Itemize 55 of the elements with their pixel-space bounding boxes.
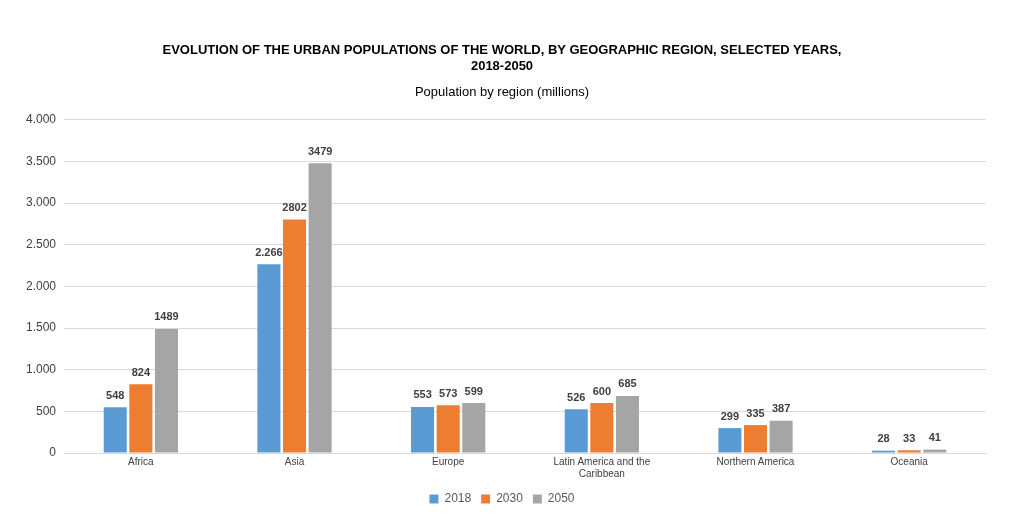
y-tick-label: 1.500 bbox=[26, 320, 57, 335]
x-tick-label: Africa bbox=[128, 455, 155, 467]
y-tick-label: 0 bbox=[49, 445, 57, 460]
bar bbox=[411, 406, 435, 453]
data-label: 824 bbox=[131, 365, 151, 378]
y-tick-label: 3.500 bbox=[26, 153, 57, 168]
bar bbox=[129, 384, 153, 453]
x-tick-label: Oceania bbox=[890, 455, 929, 467]
data-label: 553 bbox=[413, 388, 432, 401]
bar bbox=[308, 163, 332, 453]
data-label: 685 bbox=[618, 377, 637, 390]
y-tick-label: 1.000 bbox=[26, 362, 57, 377]
chart-subtitle: Population by region (millions) bbox=[414, 83, 590, 99]
bar bbox=[154, 328, 178, 453]
bar bbox=[615, 395, 639, 453]
x-tick-label: Latin America and the Caribbean bbox=[553, 455, 651, 479]
y-tick-label: 2.000 bbox=[26, 278, 57, 293]
data-label: 526 bbox=[567, 390, 586, 403]
bar bbox=[462, 403, 486, 453]
y-tick-label: 2.500 bbox=[26, 237, 57, 252]
data-label: 2802 bbox=[282, 201, 307, 214]
bar bbox=[564, 409, 588, 453]
y-tick-label: 4.000 bbox=[26, 112, 57, 127]
y-tick-label: 3.000 bbox=[26, 195, 57, 210]
bar bbox=[897, 450, 921, 453]
bar bbox=[257, 264, 281, 453]
x-tick-label: Northern America bbox=[716, 455, 795, 467]
data-label: 3479 bbox=[307, 144, 333, 157]
bar bbox=[718, 428, 742, 453]
data-label: 41 bbox=[928, 431, 941, 444]
legend-label: 2050 bbox=[547, 491, 575, 506]
bar bbox=[103, 407, 127, 453]
data-label: 28 bbox=[877, 432, 890, 445]
data-label: 2.266 bbox=[255, 245, 283, 258]
data-label: 1489 bbox=[154, 310, 179, 323]
legend-label: 2018 bbox=[444, 491, 472, 506]
data-label: 335 bbox=[746, 406, 765, 419]
data-label: 387 bbox=[771, 402, 791, 415]
data-label: 599 bbox=[464, 384, 483, 397]
bar bbox=[283, 219, 307, 453]
chart-title: EVOLUTION OF THE URBAN POPULATIONS OF THE WORLD, BY GEOGRAPHIC REGION, SELECTED YEARS, 2018-2050 bbox=[162, 42, 842, 73]
bar bbox=[769, 420, 793, 453]
data-label: 33 bbox=[903, 431, 916, 444]
data-label: 600 bbox=[592, 384, 612, 397]
bar bbox=[743, 425, 768, 453]
y-tick-label: 500 bbox=[36, 403, 57, 418]
x-tick-label: Europe bbox=[432, 455, 465, 467]
legend-label: 2030 bbox=[496, 491, 524, 506]
data-label: 548 bbox=[106, 388, 125, 401]
bar bbox=[923, 449, 947, 453]
x-tick-label: Asia bbox=[284, 455, 305, 467]
bar bbox=[590, 403, 614, 453]
data-label: 573 bbox=[439, 386, 458, 399]
bar bbox=[436, 405, 460, 453]
data-label: 299 bbox=[720, 409, 740, 422]
